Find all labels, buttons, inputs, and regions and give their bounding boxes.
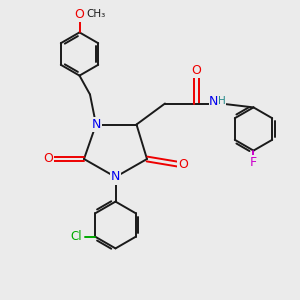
Text: F: F bbox=[250, 156, 257, 169]
Text: O: O bbox=[192, 64, 201, 77]
Text: O: O bbox=[43, 152, 53, 166]
Text: CH₃: CH₃ bbox=[86, 9, 106, 20]
Text: O: O bbox=[178, 158, 188, 172]
Text: Cl: Cl bbox=[70, 230, 82, 243]
Text: O: O bbox=[75, 8, 84, 21]
Text: N: N bbox=[209, 94, 219, 108]
Text: N: N bbox=[111, 170, 120, 184]
Text: N: N bbox=[91, 118, 101, 131]
Text: H: H bbox=[218, 96, 226, 106]
